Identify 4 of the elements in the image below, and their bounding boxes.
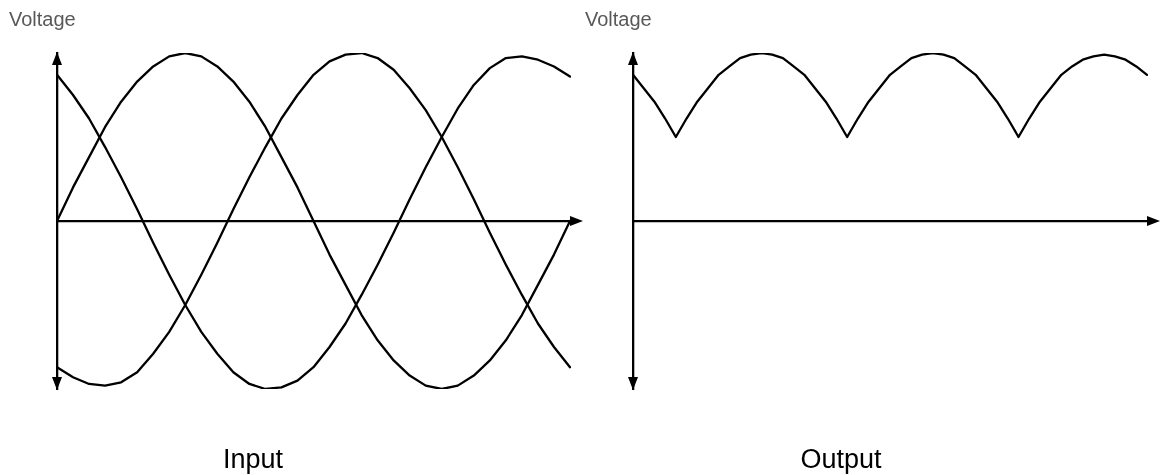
- text: Output: [800, 444, 883, 474]
- text: Input: [222, 444, 284, 474]
- y-axis-title: Voltage: [9, 8, 76, 30]
- y-axis-title: Voltage: [585, 8, 652, 30]
